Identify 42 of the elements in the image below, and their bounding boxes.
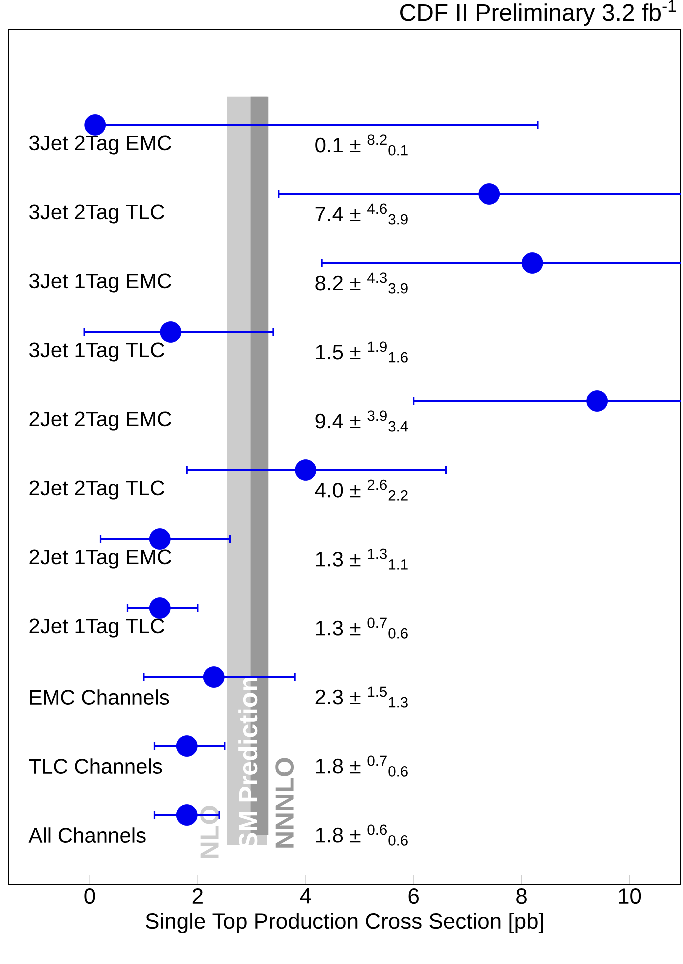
point: [586, 390, 608, 412]
x-tick-label: 4: [300, 888, 312, 904]
y-tick-label: TLC Channels: [29, 758, 162, 774]
y-tick-label: 3Jet 2Tag TLC: [30, 204, 164, 224]
annotation: 1.3 ± $^{0.7}$0.6: [316, 618, 408, 639]
annotation: 9.4 ± $^{3.9}$3.4: [316, 410, 408, 432]
point: [160, 322, 182, 343]
y-tick-label: 2Jet 1Tag EMC: [30, 550, 172, 569]
annotation: 1.8 ± $^{0.7}$0.6: [316, 756, 408, 777]
annotation: 8.2 ± $^{4.3}$3.9: [316, 272, 408, 294]
point: [149, 598, 171, 619]
x-tick-label: 2: [192, 888, 203, 904]
y-tick-label: 2Jet 2Tag EMC: [30, 412, 172, 431]
y-tick-label: All Channels: [28, 828, 146, 844]
point: [176, 736, 198, 758]
point: [176, 804, 198, 826]
x-tick-label: 0: [84, 888, 96, 904]
y-tick-label: 2Jet 1Tag TLC: [30, 618, 164, 638]
y-tick-label: 2Jet 2Tag TLC: [30, 480, 164, 500]
point: [295, 460, 317, 481]
point: [84, 114, 106, 136]
chart-title: CDF II Preliminary 3.2 fb$^{-1}$: [400, 0, 676, 26]
point: [522, 252, 544, 274]
y-tick-label: 3Jet 1Tag TLC: [30, 342, 164, 362]
x-tick-label: 6: [408, 888, 419, 904]
annotation: 1.3 ± $^{1.3}$1.1: [316, 548, 408, 570]
point: [478, 184, 500, 205]
annotation: 2.3 ± $^{1.5}$1.3: [316, 686, 408, 708]
y-tick-label: 3Jet 1Tag EMC: [30, 274, 172, 293]
x-axis-title: Single Top Production Cross Section [pb]: [146, 912, 544, 934]
annotation: 0.1 ± $^{8.2}$0.1: [316, 134, 408, 156]
y-tick-label: 3Jet 2Tag EMC: [30, 136, 172, 155]
point: [203, 666, 225, 688]
y-tick-label: EMC Channels: [30, 690, 170, 706]
annotation: 1.5 ± $^{1.9}$1.6: [316, 342, 408, 363]
annotation: 7.4 ± $^{4.6}$3.9: [316, 204, 408, 225]
x-tick-label: 8: [516, 888, 527, 904]
annotation: 4.0 ± $^{2.6}$2.2: [315, 480, 408, 501]
x-tick-label: 10: [619, 888, 642, 904]
band-label: NNNLO: [276, 758, 294, 848]
point: [149, 528, 171, 550]
annotation: 1.8 ± $^{0.6}$0.6: [316, 824, 408, 846]
